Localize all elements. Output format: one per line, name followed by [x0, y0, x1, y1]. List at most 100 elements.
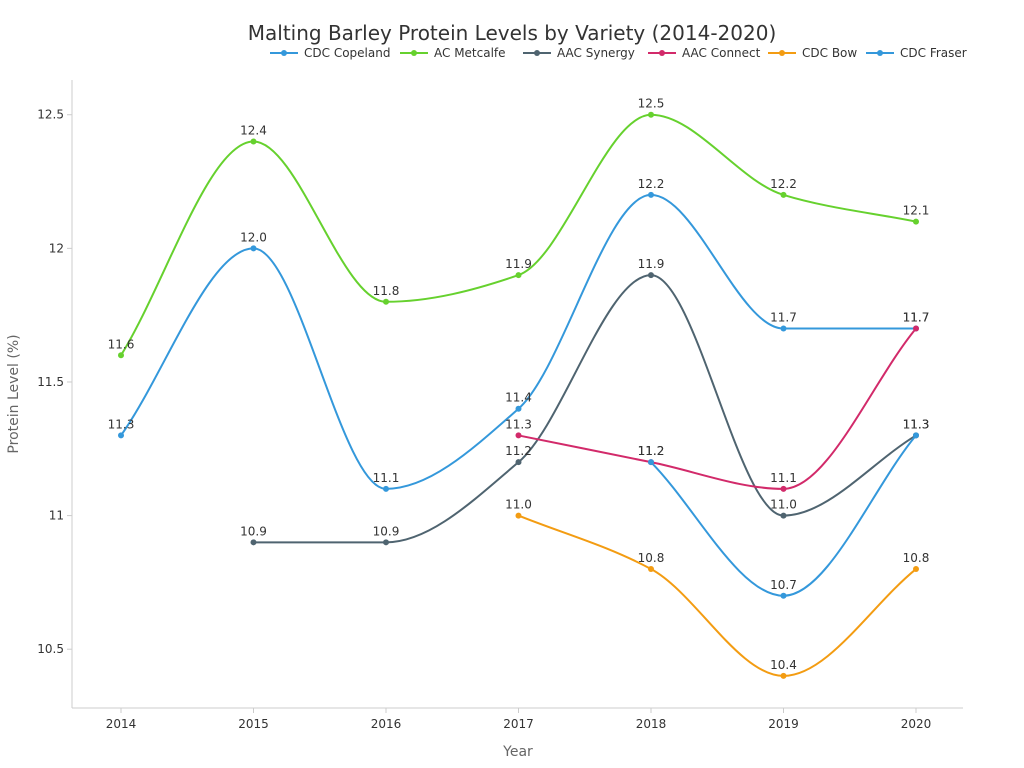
- legend-item-aac-synergy[interactable]: AAC Synergy: [523, 46, 635, 60]
- data-label-cdc-bow: 11.0: [505, 498, 532, 512]
- y-tick-label: 12: [49, 241, 64, 255]
- legend-swatch-marker: [411, 50, 417, 56]
- data-label-ac-metcalfe: 11.9: [505, 257, 532, 271]
- data-label-cdc-copeland: 12.2: [638, 177, 665, 191]
- data-point-ac-metcalfe[interactable]: [515, 272, 522, 279]
- x-tick-label: 2014: [106, 717, 137, 731]
- data-point-cdc-copeland[interactable]: [515, 405, 522, 412]
- data-label-cdc-bow: 10.4: [770, 658, 797, 672]
- data-point-aac-connect[interactable]: [913, 325, 919, 332]
- legend-item-ac-metcalfe[interactable]: AC Metcalfe: [400, 46, 506, 60]
- data-label-aac-connect: 11.1: [770, 471, 797, 485]
- data-label-cdc-fraser: 11.3: [903, 417, 930, 431]
- legend: CDC Copeland AC Metcalfe AAC Synergy AAC Co…: [270, 46, 967, 60]
- legend-label: AAC Synergy: [557, 46, 635, 60]
- data-point-cdc-copeland[interactable]: [118, 432, 124, 439]
- data-label-cdc-copeland: 11.7: [903, 311, 930, 325]
- data-point-cdc-fraser[interactable]: [913, 432, 919, 439]
- data-label-cdc-copeland: 12.0: [240, 230, 267, 244]
- data-point-cdc-copeland[interactable]: [383, 485, 389, 492]
- legend-label: AAC Connect: [682, 46, 761, 60]
- x-tick-label: 2019: [768, 717, 799, 731]
- legend-item-aac-connect[interactable]: AAC Connect: [648, 46, 761, 60]
- data-labels: 11.3 12.0 11.1 11.4 12.2 11.7 11.7 11.6 12.4 11.8…: [108, 97, 930, 672]
- data-point-cdc-bow[interactable]: [515, 512, 522, 519]
- data-point-aac-synergy[interactable]: [515, 459, 522, 466]
- x-tick-label: 2017: [503, 717, 534, 731]
- y-tick-label: 10.5: [37, 642, 64, 656]
- legend-item-cdc-fraser[interactable]: CDC Fraser: [866, 46, 967, 60]
- series-line-aac-connect: [518, 327, 917, 490]
- data-label-cdc-copeland: 11.3: [108, 417, 135, 431]
- data-label-cdc-bow: 10.8: [638, 551, 665, 565]
- data-point-ac-metcalfe[interactable]: [383, 298, 389, 305]
- legend-swatch-marker: [534, 50, 540, 56]
- data-point-ac-metcalfe[interactable]: [648, 111, 654, 118]
- data-label-aac-synergy: 11.2: [505, 444, 532, 458]
- legend-label: AC Metcalfe: [434, 46, 506, 60]
- data-point-cdc-copeland[interactable]: [648, 191, 654, 198]
- x-tick-label: 2018: [636, 717, 667, 731]
- data-label-aac-connect: 11.3: [505, 417, 532, 431]
- series-line-cdc-bow: [518, 514, 917, 677]
- axes: [71, 80, 963, 709]
- data-label-ac-metcalfe: 12.4: [240, 123, 267, 137]
- y-tick-label: 11.5: [37, 375, 64, 389]
- series-points: [118, 111, 919, 679]
- data-point-cdc-bow[interactable]: [913, 566, 919, 573]
- legend-swatch-marker: [281, 50, 287, 56]
- data-label-ac-metcalfe: 12.1: [903, 204, 930, 218]
- chart-title: Malting Barley Protein Levels by Variety…: [248, 21, 777, 45]
- data-label-aac-synergy: 11.3: [903, 417, 930, 431]
- legend-item-cdc-copeland[interactable]: CDC Copeland: [270, 46, 390, 60]
- data-point-aac-synergy[interactable]: [648, 272, 654, 279]
- x-tick-label: 2015: [238, 717, 269, 731]
- x-axis-title: Year: [502, 744, 533, 760]
- data-point-ac-metcalfe[interactable]: [780, 191, 787, 198]
- data-point-aac-synergy[interactable]: [250, 539, 257, 546]
- data-label-aac-synergy: 11.9: [638, 257, 665, 271]
- data-label-cdc-copeland: 11.4: [505, 391, 532, 405]
- data-point-cdc-bow[interactable]: [648, 566, 654, 573]
- x-tick-label: 2020: [901, 717, 932, 731]
- data-label-aac-synergy: 10.9: [240, 524, 267, 538]
- data-point-ac-metcalfe[interactable]: [118, 352, 124, 359]
- data-point-aac-synergy[interactable]: [383, 539, 389, 546]
- legend-item-cdc-bow[interactable]: CDC Bow: [768, 46, 857, 60]
- data-point-cdc-fraser[interactable]: [780, 592, 787, 599]
- data-label-aac-synergy: 10.9: [373, 524, 400, 538]
- y-tick-label: 11: [49, 509, 64, 523]
- y-axis-title: Protein Level (%): [6, 334, 22, 453]
- data-label-cdc-copeland: 11.1: [373, 471, 400, 485]
- data-point-ac-metcalfe[interactable]: [250, 138, 257, 145]
- legend-swatch-marker: [779, 50, 785, 56]
- data-point-aac-connect[interactable]: [515, 432, 522, 439]
- data-label-cdc-bow: 10.8: [903, 551, 930, 565]
- y-tick-label: 12.5: [37, 108, 64, 122]
- data-label-ac-metcalfe: 11.6: [108, 337, 135, 351]
- legend-label: CDC Fraser: [900, 46, 967, 60]
- data-point-aac-synergy[interactable]: [780, 512, 787, 519]
- data-label-cdc-fraser: 11.2: [638, 444, 665, 458]
- data-label-aac-synergy: 11.0: [770, 498, 797, 512]
- legend-swatch-marker: [877, 50, 883, 56]
- data-point-cdc-bow[interactable]: [780, 672, 787, 679]
- data-point-cdc-copeland[interactable]: [250, 245, 257, 252]
- series-line-ac-metcalfe: [120, 113, 917, 356]
- data-label-cdc-copeland: 11.7: [770, 311, 797, 325]
- data-point-cdc-fraser[interactable]: [648, 459, 654, 466]
- data-label-ac-metcalfe: 12.5: [638, 97, 665, 111]
- data-label-cdc-fraser: 10.7: [770, 578, 797, 592]
- data-label-aac-connect: 11.7: [903, 311, 930, 325]
- data-label-ac-metcalfe: 12.2: [770, 177, 797, 191]
- data-point-ac-metcalfe[interactable]: [913, 218, 919, 225]
- data-label-aac-connect: 11.2: [638, 444, 665, 458]
- data-point-aac-connect[interactable]: [780, 485, 787, 492]
- legend-swatch-marker: [659, 50, 665, 56]
- x-ticks: 2014 2015 2016 2017 2018 2019 2020: [106, 708, 932, 731]
- legend-label: CDC Copeland: [304, 46, 390, 60]
- data-point-cdc-copeland[interactable]: [780, 325, 787, 332]
- legend-label: CDC Bow: [802, 46, 857, 60]
